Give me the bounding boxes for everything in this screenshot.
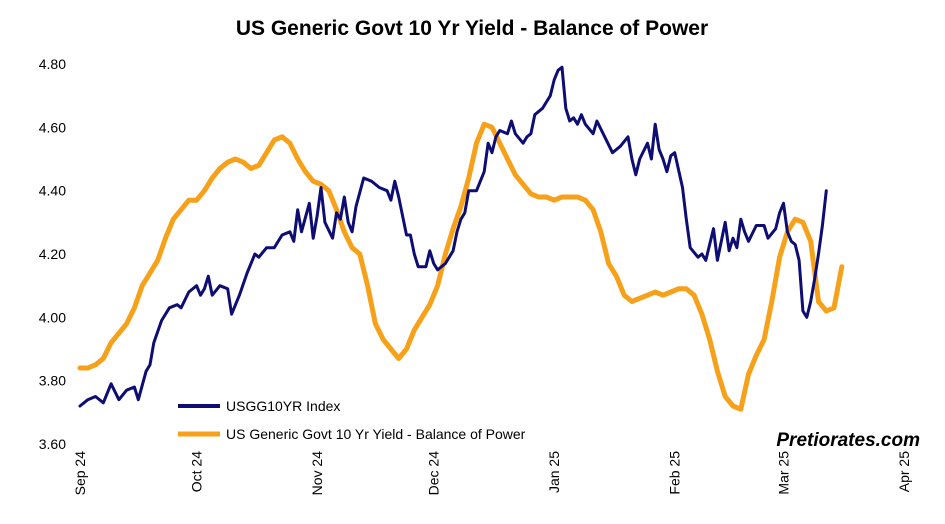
x-axis: Sep 24 Oct 24 Nov 24 Dec 24 Jan 25 Feb 25 Mar … bbox=[72, 451, 912, 496]
y-tick-label: 4.40 bbox=[39, 183, 66, 199]
y-tick-label: 3.60 bbox=[39, 436, 66, 452]
y-tick-label: 4.00 bbox=[39, 309, 66, 325]
y-axis: 3.60 3.80 4.00 4.20 4.40 4.60 4.80 bbox=[39, 56, 66, 452]
x-tick-label: Mar 25 bbox=[776, 451, 792, 495]
legend-label: US Generic Govt 10 Yr Yield - Balance of… bbox=[226, 426, 526, 442]
x-tick-label: Jan 25 bbox=[546, 451, 562, 493]
legend: USGG10YR Index US Generic Govt 10 Yr Yiel… bbox=[178, 398, 526, 442]
x-tick-label: Dec 24 bbox=[426, 451, 442, 496]
watermark-text: Pretiorates.com bbox=[776, 430, 920, 451]
x-tick-label: Apr 25 bbox=[896, 451, 912, 492]
y-tick-label: 4.60 bbox=[39, 119, 66, 135]
plot-area bbox=[77, 65, 845, 412]
y-tick-label: 4.80 bbox=[39, 56, 66, 72]
x-tick-label: Feb 25 bbox=[667, 451, 683, 495]
x-tick-label: Oct 24 bbox=[189, 451, 205, 492]
y-tick-label: 4.20 bbox=[39, 246, 66, 262]
chart-title: US Generic Govt 10 Yr Yield - Balance of… bbox=[236, 17, 708, 40]
x-tick-label: Sep 24 bbox=[72, 451, 88, 496]
y-tick-label: 3.80 bbox=[39, 373, 66, 389]
series-line-balance-of-power bbox=[77, 121, 845, 412]
legend-label: USGG10YR Index bbox=[226, 398, 340, 414]
series-line-usgg10yr bbox=[78, 65, 828, 408]
x-tick-label: Nov 24 bbox=[309, 451, 325, 496]
